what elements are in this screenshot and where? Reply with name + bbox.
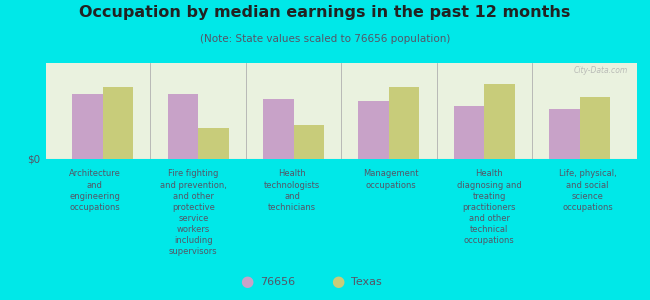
Text: ●: ● — [332, 274, 344, 290]
Bar — [168, 94, 198, 159]
Text: Health
technologists
and
technicians: Health technologists and technicians — [264, 169, 320, 212]
Text: Health
diagnosing and
treating
practitioners
and other
technical
occupations: Health diagnosing and treating practitio… — [457, 169, 521, 245]
Bar — [580, 97, 610, 159]
Text: City-Data.com: City-Data.com — [574, 66, 628, 75]
Bar — [72, 94, 103, 159]
Text: ●: ● — [240, 274, 254, 290]
Bar — [263, 100, 294, 159]
Bar — [103, 87, 133, 159]
Text: Occupation by median earnings in the past 12 months: Occupation by median earnings in the pas… — [79, 4, 571, 20]
Text: Life, physical,
and social
science
occupations: Life, physical, and social science occup… — [559, 169, 617, 212]
Bar — [549, 109, 580, 159]
Bar — [454, 106, 484, 159]
Bar — [294, 125, 324, 159]
Text: Architecture
and
engineering
occupations: Architecture and engineering occupations — [69, 169, 121, 212]
Text: (Note: State values scaled to 76656 population): (Note: State values scaled to 76656 popu… — [200, 34, 450, 44]
Text: 76656: 76656 — [260, 277, 295, 287]
Bar — [484, 84, 515, 159]
Text: Texas: Texas — [351, 277, 382, 287]
Bar — [198, 128, 229, 159]
Bar — [389, 87, 419, 159]
Bar — [358, 101, 389, 159]
Text: Fire fighting
and prevention,
and other
protective
service
workers
including
sup: Fire fighting and prevention, and other … — [160, 169, 227, 256]
Text: Management
occupations: Management occupations — [363, 169, 419, 190]
